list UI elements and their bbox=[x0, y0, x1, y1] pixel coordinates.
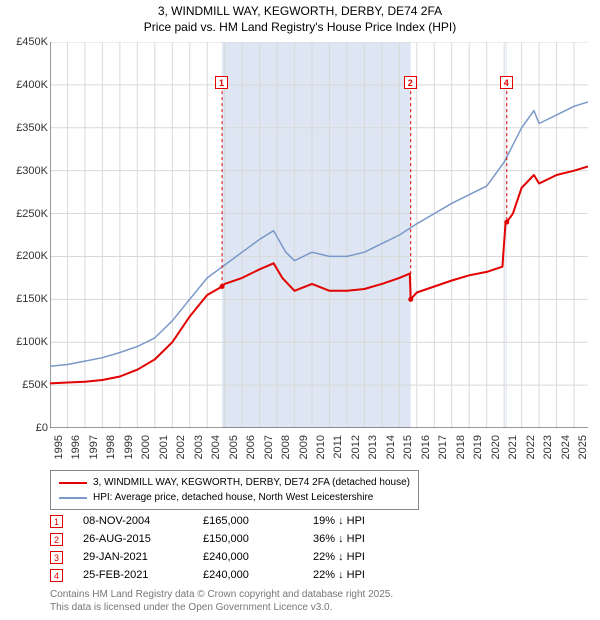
y-axis-label: £0 bbox=[4, 422, 48, 434]
x-axis-label: 2007 bbox=[263, 435, 275, 459]
legend-row-subject: 3, WINDMILL WAY, KEGWORTH, DERBY, DE74 2… bbox=[59, 475, 410, 490]
legend-label-hpi: HPI: Average price, detached house, Nort… bbox=[93, 490, 373, 505]
x-axis-label: 2009 bbox=[298, 435, 310, 459]
legend-label-subject: 3, WINDMILL WAY, KEGWORTH, DERBY, DE74 2… bbox=[93, 475, 410, 490]
x-axis-label: 2025 bbox=[577, 435, 589, 459]
x-axis-label: 2002 bbox=[175, 435, 187, 459]
price-row-pct: 22% ↓ HPI bbox=[313, 551, 413, 563]
x-axis-label: 2017 bbox=[437, 435, 449, 459]
price-row: 2 26-AUG-2015£150,00036% ↓ HPI bbox=[50, 530, 413, 548]
price-row: 1 08-NOV-2004£165,00019% ↓ HPI bbox=[50, 512, 413, 530]
price-row-date: 08-NOV-2004 bbox=[83, 515, 203, 527]
x-axis-label: 1999 bbox=[123, 435, 135, 459]
footer-line1: Contains HM Land Registry data © Crown c… bbox=[50, 588, 393, 601]
chart-marker: 4 bbox=[500, 76, 513, 89]
price-table: 1 08-NOV-2004£165,00019% ↓ HPI 2 26-AUG-201… bbox=[50, 512, 413, 584]
price-row-marker: 1 bbox=[50, 515, 63, 528]
title-line2: Price paid vs. HM Land Registry's House … bbox=[0, 20, 600, 36]
y-axis-label: £50K bbox=[4, 379, 48, 391]
chart-marker: 2 bbox=[404, 76, 417, 89]
price-row-marker: 4 bbox=[50, 569, 63, 582]
price-row-price: £240,000 bbox=[203, 569, 313, 581]
y-axis-label: £450K bbox=[4, 36, 48, 48]
x-axis-label: 2020 bbox=[490, 435, 502, 459]
price-row-pct: 22% ↓ HPI bbox=[313, 569, 413, 581]
price-row-date: 25-FEB-2021 bbox=[83, 569, 203, 581]
chart-container: { "title": { "line1": "3, WINDMILL WAY, … bbox=[0, 0, 600, 620]
y-axis-label: £250K bbox=[4, 208, 48, 220]
price-row-pct: 36% ↓ HPI bbox=[313, 533, 413, 545]
x-axis-label: 1997 bbox=[88, 435, 100, 459]
x-axis-label: 2018 bbox=[455, 435, 467, 459]
x-axis-label: 2010 bbox=[315, 435, 327, 459]
y-axis-label: £200K bbox=[4, 250, 48, 262]
price-row-price: £150,000 bbox=[203, 533, 313, 545]
chart-title: 3, WINDMILL WAY, KEGWORTH, DERBY, DE74 2… bbox=[0, 0, 600, 35]
y-axis-label: £100K bbox=[4, 336, 48, 348]
x-axis-label: 2011 bbox=[332, 435, 344, 459]
price-row-pct: 19% ↓ HPI bbox=[313, 515, 413, 527]
x-axis-label: 2023 bbox=[542, 435, 554, 459]
x-axis-label: 2012 bbox=[350, 435, 362, 459]
y-axis-label: £300K bbox=[4, 165, 48, 177]
x-axis-label: 2000 bbox=[140, 435, 152, 459]
x-axis-label: 2004 bbox=[210, 435, 222, 459]
y-axis-label: £350K bbox=[4, 122, 48, 134]
price-row: 3 29-JAN-2021£240,00022% ↓ HPI bbox=[50, 548, 413, 566]
x-axis-label: 2019 bbox=[472, 435, 484, 459]
y-axis-label: £400K bbox=[4, 79, 48, 91]
x-axis-label: 1996 bbox=[70, 435, 82, 459]
x-axis-label: 2006 bbox=[245, 435, 257, 459]
footer-line2: This data is licensed under the Open Gov… bbox=[50, 601, 393, 614]
x-axis-label: 2015 bbox=[402, 435, 414, 459]
price-row: 4 25-FEB-2021£240,00022% ↓ HPI bbox=[50, 566, 413, 584]
x-axis-label: 2001 bbox=[158, 435, 170, 459]
y-axis-label: £150K bbox=[4, 293, 48, 305]
chart-svg bbox=[50, 42, 588, 428]
price-row-date: 29-JAN-2021 bbox=[83, 551, 203, 563]
x-axis-label: 2021 bbox=[507, 435, 519, 459]
chart-marker: 1 bbox=[215, 76, 228, 89]
legend-row-hpi: HPI: Average price, detached house, Nort… bbox=[59, 490, 410, 505]
x-axis-label: 2013 bbox=[367, 435, 379, 459]
x-axis-label: 2008 bbox=[280, 435, 292, 459]
chart-area: £0£50K£100K£150K£200K£250K£300K£350K£400… bbox=[50, 42, 588, 428]
price-row-marker: 3 bbox=[50, 551, 63, 564]
x-axis-label: 2024 bbox=[560, 435, 572, 459]
price-row-marker: 2 bbox=[50, 533, 63, 546]
x-axis-label: 1998 bbox=[105, 435, 117, 459]
legend: 3, WINDMILL WAY, KEGWORTH, DERBY, DE74 2… bbox=[50, 470, 419, 510]
x-axis-label: 2022 bbox=[525, 435, 537, 459]
legend-swatch-subject bbox=[59, 482, 87, 484]
legend-swatch-hpi bbox=[59, 497, 87, 499]
x-axis-label: 2014 bbox=[385, 435, 397, 459]
title-line1: 3, WINDMILL WAY, KEGWORTH, DERBY, DE74 2… bbox=[0, 4, 600, 20]
x-axis-label: 1995 bbox=[53, 435, 65, 459]
price-row-price: £165,000 bbox=[203, 515, 313, 527]
price-row-date: 26-AUG-2015 bbox=[83, 533, 203, 545]
price-row-price: £240,000 bbox=[203, 551, 313, 563]
footer: Contains HM Land Registry data © Crown c… bbox=[50, 588, 393, 614]
x-axis-label: 2016 bbox=[420, 435, 432, 459]
x-axis-label: 2003 bbox=[193, 435, 205, 459]
x-axis-label: 2005 bbox=[228, 435, 240, 459]
